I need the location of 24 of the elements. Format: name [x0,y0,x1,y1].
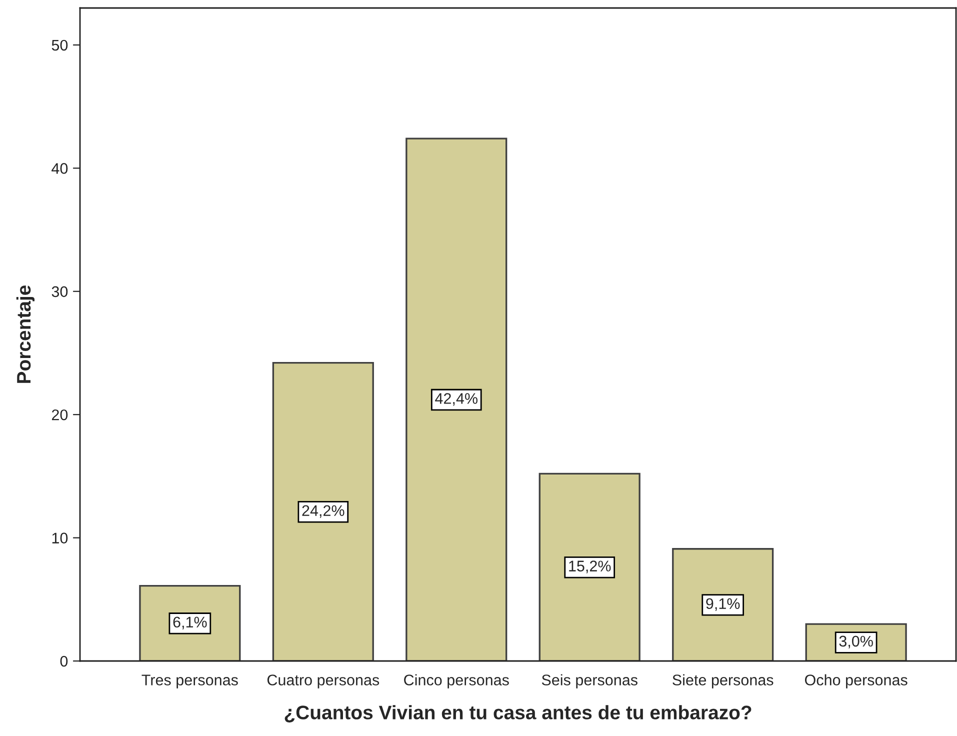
data-label: 15,2% [569,560,611,574]
x-tick-label: Cuatro personas [267,674,380,688]
x-tick-label: Seis personas [542,674,638,688]
y-axis-title: Porcentaje [16,285,35,383]
y-tick-label: 30 [52,286,68,298]
bar [672,548,774,661]
x-tick-label: Siete personas [672,674,774,688]
data-label: 3,0% [839,636,873,648]
x-tick-label: Ocho personas [805,674,908,688]
x-tick-label: Tres personas [142,674,238,688]
bar [272,362,374,661]
data-label: 6,1% [173,616,207,630]
y-tick-label: 40 [52,163,68,174]
y-tick-label: 0 [60,656,68,667]
y-tick-label: 20 [52,409,68,420]
x-tick-label: Cinco personas [404,674,509,688]
data-label: 42,4% [435,393,478,406]
data-label: 24,2% [302,505,344,518]
data-label: 9,1% [706,598,740,611]
y-tick-label: 10 [52,532,68,544]
x-axis-title: ¿Cuantos Vivian en tu casa antes de tu embarazo? [284,705,752,722]
y-tick-label: 50 [52,40,68,51]
bar [406,138,508,661]
bar [538,472,640,661]
